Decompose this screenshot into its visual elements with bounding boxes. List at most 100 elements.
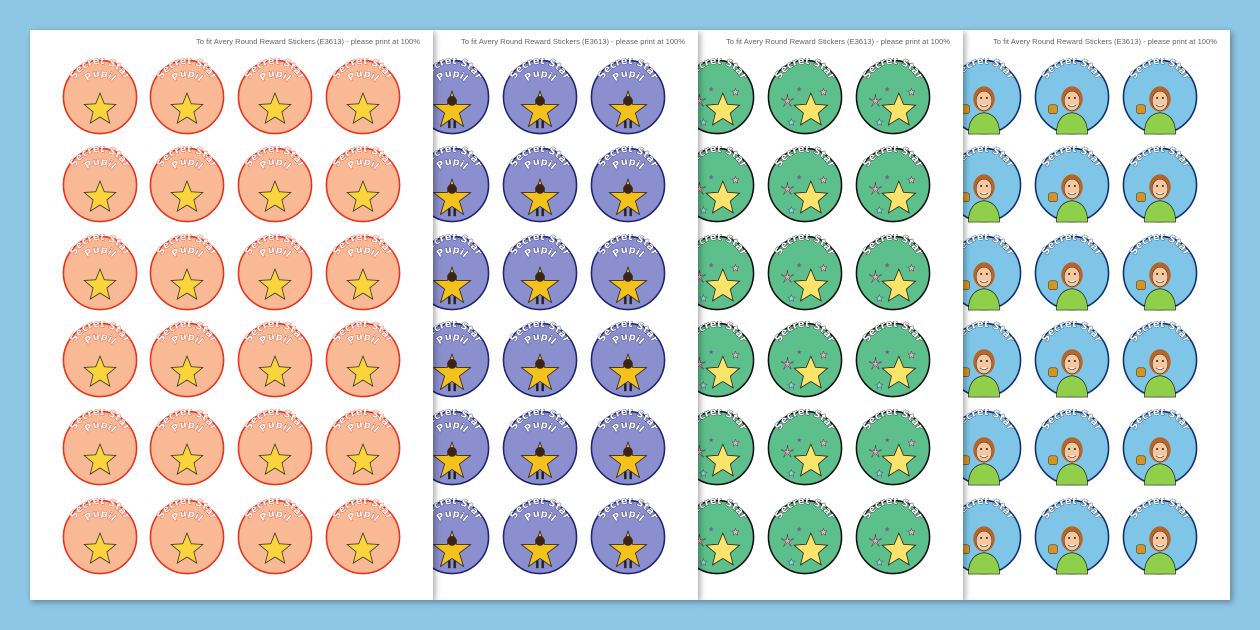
star-sparkles-icon	[698, 174, 741, 214]
star-character-icon	[608, 529, 648, 569]
sticker-background	[767, 410, 843, 486]
child-with-trophy-icon	[1048, 174, 1088, 223]
sticker-sheet-star-character: To fit Avery Round Reward Stickers (E361…	[433, 30, 698, 600]
star-icon	[346, 268, 380, 300]
star-sparkles-icon	[868, 437, 917, 477]
star-icon	[83, 443, 117, 475]
star-icon	[346, 180, 380, 212]
star-icon	[83, 92, 117, 124]
star-character-icon	[520, 177, 560, 217]
sticker: Secret Star	[766, 498, 844, 576]
star-character-icon	[433, 529, 472, 569]
sticker: Secret Star	[698, 234, 756, 312]
star-character-icon	[520, 529, 560, 569]
child-with-trophy-icon	[963, 174, 1000, 223]
child-with-trophy-icon	[1136, 526, 1176, 575]
star-icon	[83, 268, 117, 300]
star-sparkles-icon	[780, 86, 829, 126]
star-character-icon	[433, 177, 472, 217]
star-sparkles-icon	[698, 526, 741, 566]
child-with-trophy-icon	[963, 86, 1000, 135]
sticker-background	[855, 499, 931, 575]
star-icon	[258, 92, 292, 124]
child-with-trophy-icon	[1136, 174, 1176, 223]
sticker: Secret Star	[1121, 409, 1199, 487]
star-icon	[170, 443, 204, 475]
child-with-trophy-icon	[1048, 349, 1088, 398]
star-sparkles-icon	[868, 174, 917, 214]
sticker: Secret Star	[1033, 409, 1111, 487]
sticker-background	[698, 499, 755, 575]
star-character-icon	[433, 89, 472, 129]
star-sparkles-icon	[868, 86, 917, 126]
sticker: Secret Star	[1033, 58, 1111, 136]
star-icon	[258, 268, 292, 300]
sticker: Secret Star	[1121, 234, 1199, 312]
star-icon	[346, 532, 380, 564]
sticker-background	[855, 147, 931, 223]
sticker: Secret Star	[698, 498, 756, 576]
print-instruction: To fit Avery Round Reward Stickers (E361…	[196, 37, 420, 46]
star-icon	[258, 180, 292, 212]
child-with-trophy-icon	[1136, 349, 1176, 398]
star-icon	[170, 268, 204, 300]
sticker-background	[855, 410, 931, 486]
star-character-icon	[608, 440, 648, 480]
sticker: Secret Star	[766, 321, 844, 399]
star-sparkles-icon	[868, 349, 917, 389]
star-sparkles-icon	[698, 437, 741, 477]
sticker-background	[767, 59, 843, 135]
child-with-trophy-icon	[963, 437, 1000, 486]
sticker: Secret Star	[698, 146, 756, 224]
sticker-background	[767, 322, 843, 398]
sticker-sheet-child-with-trophy: To fit Avery Round Reward Stickers (E361…	[963, 30, 1230, 600]
star-sparkles-icon	[780, 262, 829, 302]
sticker: Secret Star	[963, 409, 1023, 487]
star-character-icon	[520, 440, 560, 480]
sticker-background	[855, 322, 931, 398]
sticker-background	[767, 499, 843, 575]
star-character-icon	[433, 352, 472, 392]
sticker: Secret Star	[1121, 58, 1199, 136]
sticker: Secret Star	[854, 234, 932, 312]
child-with-trophy-icon	[1048, 262, 1088, 311]
sticker: Secret Star	[854, 58, 932, 136]
sticker-sheet-star: To fit Avery Round Reward Stickers (E361…	[30, 30, 433, 600]
star-icon	[83, 355, 117, 387]
star-sparkles-icon	[780, 349, 829, 389]
sticker-background	[767, 147, 843, 223]
sticker: Secret Star	[766, 58, 844, 136]
sticker: Secret Star	[854, 146, 932, 224]
sticker-sheet-star-sparkles: To fit Avery Round Reward Stickers (E361…	[698, 30, 963, 600]
child-with-trophy-icon	[1136, 262, 1176, 311]
sticker: Secret Star	[963, 321, 1023, 399]
sticker: Secret Star	[1033, 498, 1111, 576]
sticker: Secret Star	[698, 409, 756, 487]
sticker: Secret Star	[963, 146, 1023, 224]
star-character-icon	[608, 177, 648, 217]
sticker: Secret Star	[766, 234, 844, 312]
child-with-trophy-icon	[963, 262, 1000, 311]
